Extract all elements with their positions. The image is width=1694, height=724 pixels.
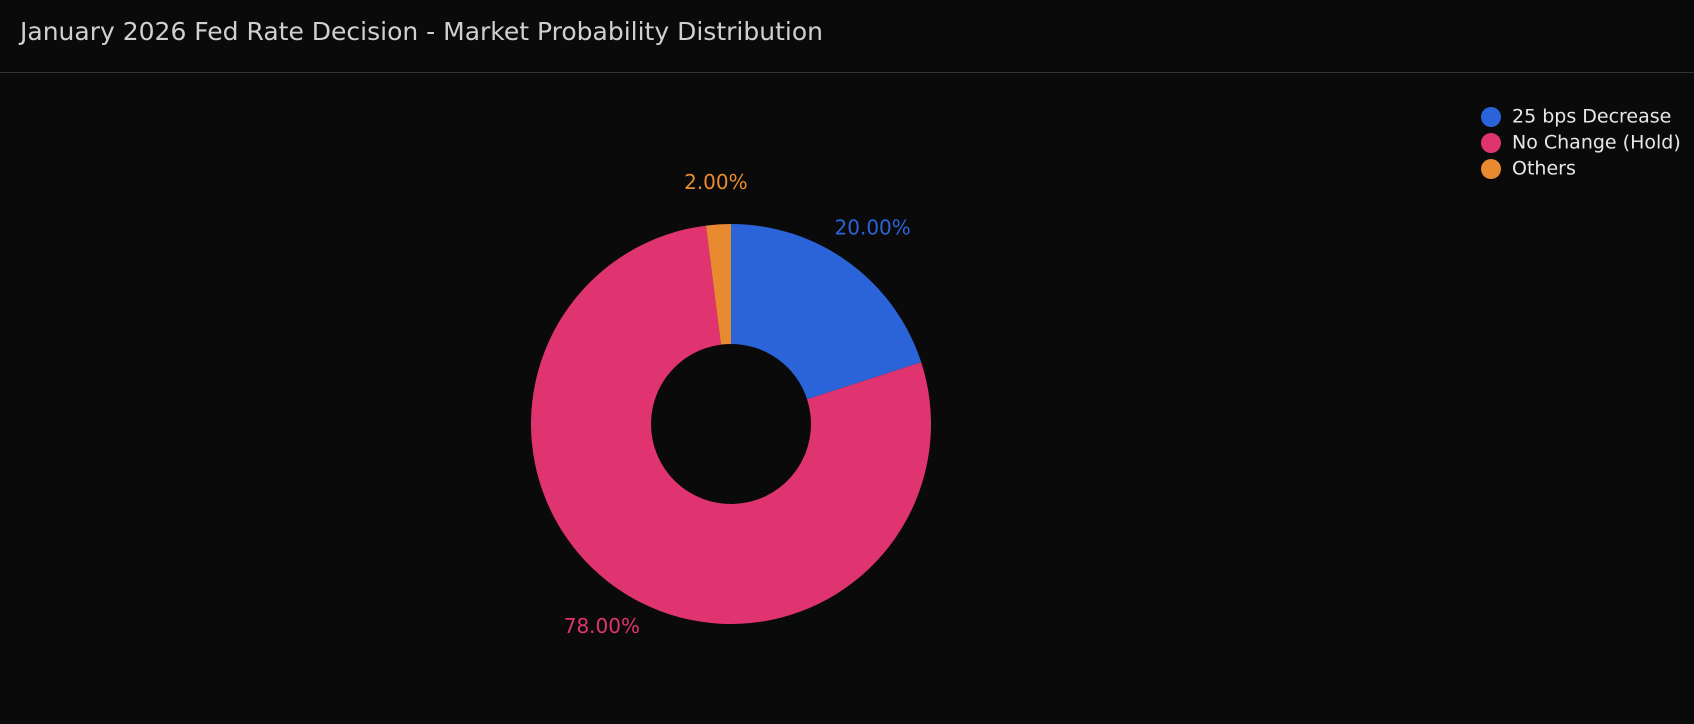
slice <box>705 224 731 345</box>
legend-swatch <box>1481 133 1501 153</box>
chart-title: January 2026 Fed Rate Decision - Market … <box>18 17 823 46</box>
data-label: 78.00% <box>564 614 640 638</box>
slice <box>530 225 931 624</box>
legend-swatch <box>1481 159 1501 179</box>
slice <box>731 224 922 400</box>
legend-label: No Change (Hold) <box>1512 132 1681 154</box>
legend-label: 25 bps Decrease <box>1512 106 1671 128</box>
data-label: 2.00% <box>684 170 748 194</box>
legend-label: Others <box>1512 158 1576 180</box>
data-label: 20.00% <box>835 216 911 240</box>
legend-swatch <box>1481 107 1501 127</box>
